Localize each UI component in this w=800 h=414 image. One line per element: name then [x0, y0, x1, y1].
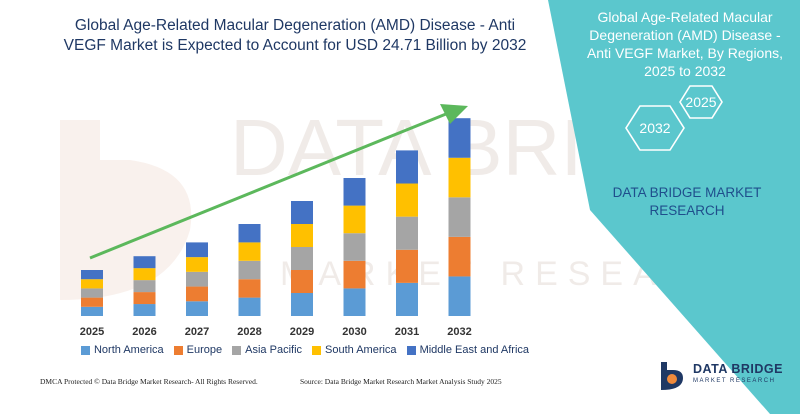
hex-label-2025: 2025: [685, 94, 717, 110]
bar-2031-europe: [396, 249, 418, 283]
hex-label-2032: 2032: [639, 120, 671, 136]
bar-2029-south-america: [291, 224, 313, 247]
bar-2028-south-america: [238, 242, 261, 261]
bar-2026-asia-pacific: [133, 280, 156, 293]
bar-2025-middle-east-and-africa: [81, 270, 103, 280]
legend-swatch: [232, 345, 242, 355]
legend-swatch: [173, 345, 183, 355]
x-tick-label-2032: 2032: [447, 326, 471, 338]
legend-item-asia-pacific: Asia Pacific: [232, 344, 302, 356]
bar-2025-south-america: [81, 279, 103, 289]
bar-2027-middle-east-and-africa: [186, 242, 208, 258]
legend-swatch: [80, 345, 90, 355]
bar-2029-north-america: [291, 293, 313, 316]
bar-2027-europe: [186, 286, 208, 302]
bar-2032-asia-pacific: [448, 197, 471, 237]
hexagon-2032: [625, 105, 685, 151]
bar-2030-north-america: [343, 288, 366, 316]
bar-2026-south-america: [133, 268, 156, 281]
bar-2026-north-america: [133, 304, 156, 316]
x-tick-label-2030: 2030: [342, 326, 366, 338]
bar-2028-asia-pacific: [238, 260, 261, 280]
bar-2032-north-america: [448, 276, 471, 316]
bar-2029-middle-east-and-africa: [291, 201, 313, 224]
x-tick-label-2028: 2028: [237, 326, 261, 338]
panel-title: Global Age-Related Macular Degeneration …: [586, 9, 784, 79]
bar-2028-north-america: [238, 297, 261, 316]
legend-swatch: [406, 345, 416, 355]
legend-item-south-america: South America: [312, 344, 397, 356]
bar-2030-asia-pacific: [343, 233, 366, 261]
bar-2028-middle-east-and-africa: [238, 224, 261, 243]
bar-2031-north-america: [396, 282, 418, 316]
x-tick-label-2027: 2027: [185, 326, 209, 338]
bar-2029-europe: [291, 270, 313, 293]
bar-2031-asia-pacific: [396, 216, 418, 250]
legend-item-north-america: North America: [80, 344, 164, 356]
bar-2030-middle-east-and-africa: [343, 178, 366, 206]
bar-2030-south-america: [343, 205, 366, 234]
footer-copyright: DMCA Protected © Data Bridge Market Rese…: [40, 377, 258, 386]
logo-tagline: MARKET RESEARCH: [693, 378, 776, 384]
bar-2031-south-america: [396, 183, 418, 217]
hexagon-2025: [679, 85, 723, 119]
legend-label: Asia Pacific: [245, 344, 303, 356]
bar-2026-middle-east-and-africa: [133, 256, 156, 269]
bar-2026-europe: [133, 292, 156, 305]
panel-background: [548, 0, 800, 414]
logo-icon: [661, 362, 683, 390]
legend-item-middle-east-and-africa: Middle East and Africa: [406, 344, 530, 356]
bar-2027-asia-pacific: [186, 271, 208, 287]
bar-2031-middle-east-and-africa: [396, 150, 418, 184]
panel-brand: DATA BRIDGE MARKET RESEARCH: [612, 185, 762, 218]
bar-2032-middle-east-and-africa: [448, 118, 471, 158]
bar-2030-europe: [343, 260, 366, 289]
bar-2025-north-america: [81, 306, 103, 316]
bar-2029-asia-pacific: [291, 247, 313, 270]
data-bridge-logo: DATA BRIDGE MARKET RESEARCH: [655, 358, 785, 394]
trend-arrow-line: [89, 112, 447, 260]
bar-2028-europe: [238, 279, 261, 298]
legend-swatch: [312, 345, 322, 355]
bar-2027-north-america: [186, 301, 208, 316]
legend-label: Europe: [186, 344, 223, 356]
x-tick-label-2029: 2029: [290, 326, 314, 338]
x-tick-label-2026: 2026: [132, 326, 156, 338]
trend-arrow-head: [440, 104, 468, 124]
bar-2025-europe: [81, 297, 103, 307]
footer-source: Source: Data Bridge Market Research Mark…: [300, 377, 502, 386]
legend-item-europe: Europe: [173, 344, 223, 356]
bar-2032-south-america: [448, 157, 471, 198]
logo-name: DATA BRIDGE: [693, 362, 783, 376]
legend-label: Middle East and Africa: [419, 344, 530, 356]
legend-label: North America: [93, 344, 164, 356]
chart-title: Global Age-Related Macular Degeneration …: [63, 17, 527, 54]
bar-2032-europe: [448, 236, 471, 277]
bar-2025-asia-pacific: [81, 288, 103, 298]
x-tick-label-2025: 2025: [80, 326, 104, 338]
legend-label: South America: [325, 344, 397, 356]
chart-legend: North America Europe Asia Pacific South Ame…: [70, 344, 540, 356]
x-tick-label-2031: 2031: [395, 326, 419, 338]
bar-2027-south-america: [186, 257, 208, 272]
